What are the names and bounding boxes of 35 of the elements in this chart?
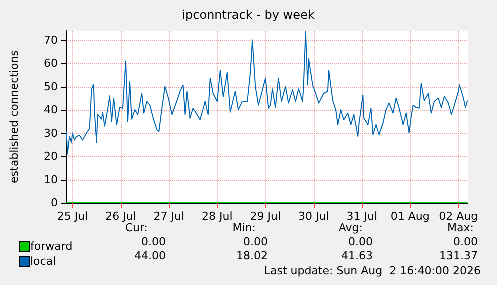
text: 131.37 [440,250,478,262]
text: Max: [448,222,474,234]
text: 18.02 [236,250,268,262]
y-tick-label: 30 [44,126,58,140]
x-tick-label: 25 Jul [57,210,88,223]
chart-title: ipconntrack - by week [182,8,315,22]
text: Avg: [338,222,363,234]
y-tick-label: 40 [44,104,58,117]
text: 0.00 [142,236,166,248]
legend-label: local [30,255,56,268]
line-series [66,31,468,155]
text: 0.00 [454,236,478,248]
x-tick-label: 31 Jul [346,210,378,223]
text: 0.00 [244,236,268,248]
y-tick-label: 0 [51,196,58,210]
text: Min: [232,222,256,234]
y-tick-label: 60 [44,57,58,70]
y-axis-title: established connections [8,50,21,184]
y-tick-label: 50 [44,80,58,94]
y-tick-label: 70 [44,34,58,47]
x-tick-label: 02 Aug [439,210,478,223]
x-tick-label: 29 Jul [250,210,282,223]
x-tick-label: 26 Jul [106,210,136,223]
text: 41.63 [342,250,373,262]
text: 0.00 [348,236,373,248]
legend-label: forward [30,240,73,253]
x-tick-label: 27 Jul [154,210,185,223]
y-tick-label: 10 [44,173,58,186]
x-tick-label: 28 Jul [202,210,233,223]
x-tick-label: 30 Jul [298,210,330,223]
text: Last update: Sun Aug 2 16:40:00 2026 [264,264,481,278]
y-tick-label: 20 [44,150,58,164]
text: 44.00 [134,250,166,262]
text: Cur: [125,222,148,234]
x-tick-label: 01 Aug [390,210,430,223]
